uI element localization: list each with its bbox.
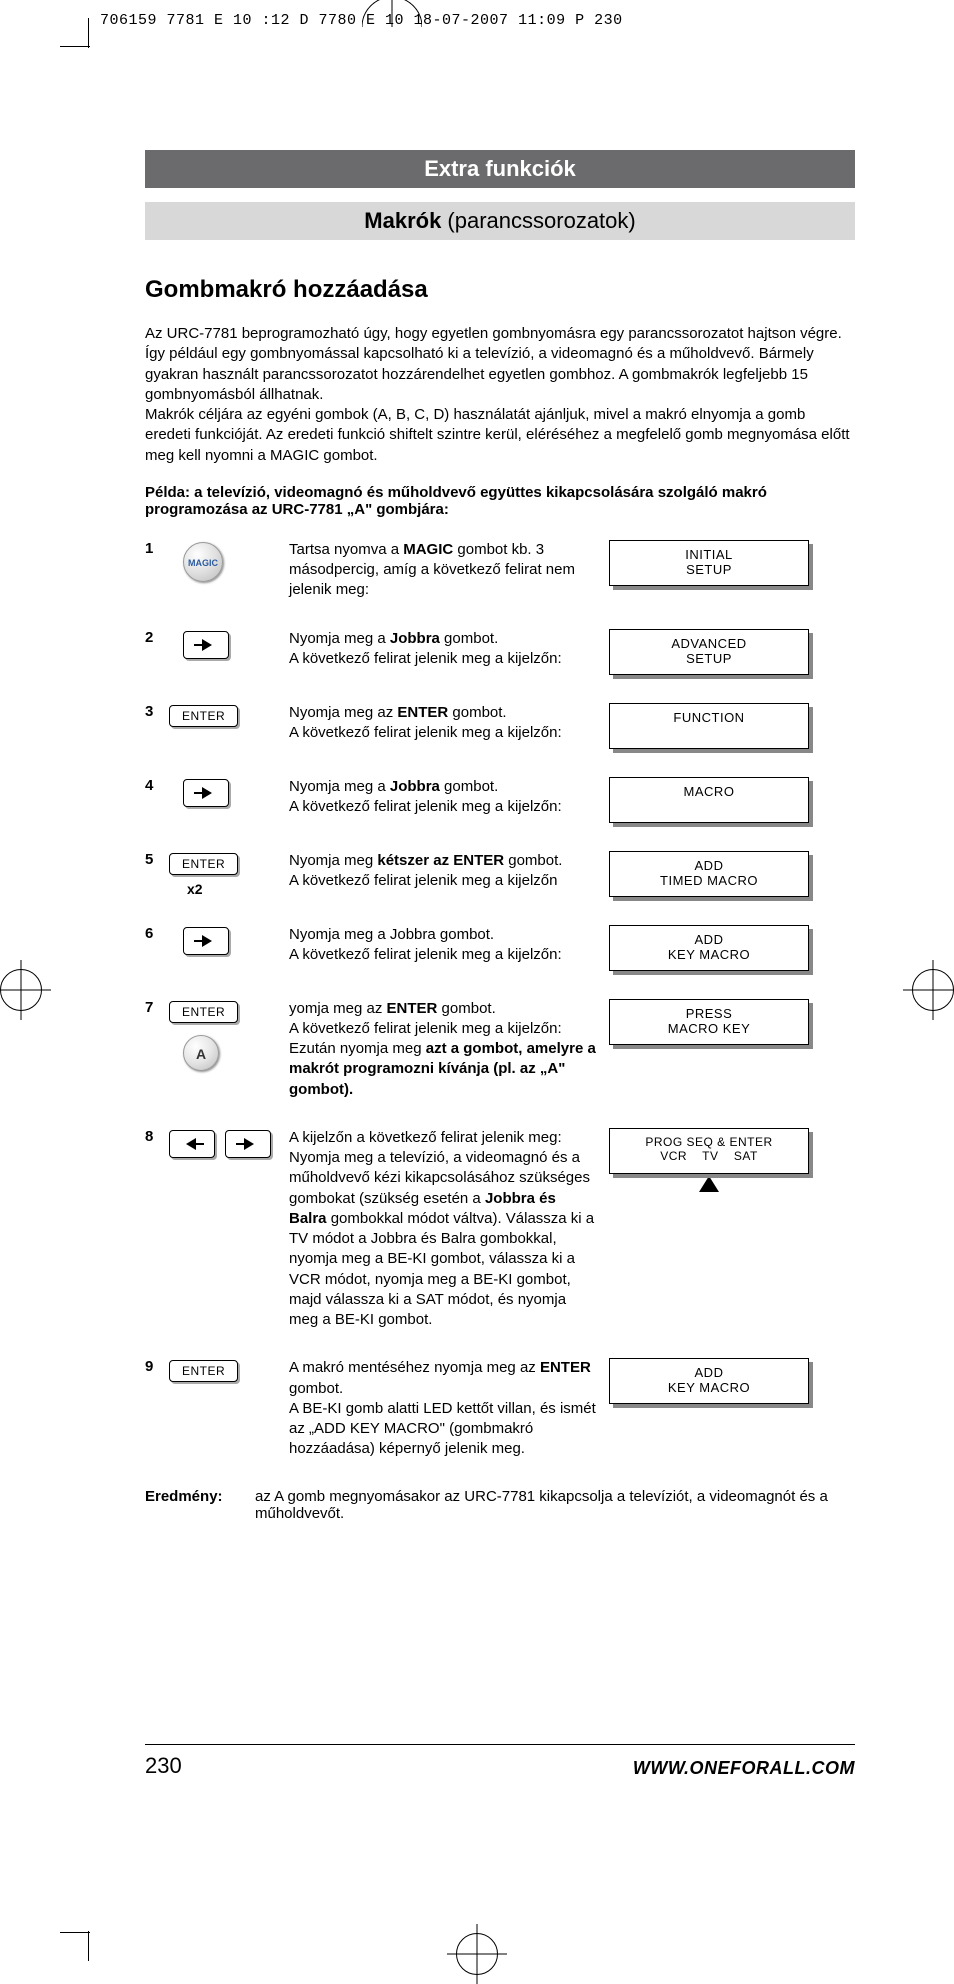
enter-button-icon: ENTER bbox=[169, 1360, 238, 1382]
step-icon bbox=[169, 629, 289, 659]
step-icon: ENTER A bbox=[169, 999, 289, 1071]
step-icon bbox=[169, 777, 289, 807]
step-text: Tartsa nyomva a MAGIC gombot kb. 3 másod… bbox=[289, 540, 609, 601]
step-number: 2 bbox=[145, 629, 169, 646]
step-text: Nyomja meg kétszer az ENTER gombot. A kö… bbox=[289, 851, 609, 892]
crop-mark bbox=[60, 46, 90, 47]
step-display: MACRO bbox=[609, 777, 809, 823]
step-row: 9 ENTER A makró mentéséhez nyomja meg az… bbox=[145, 1358, 855, 1459]
step-icon bbox=[169, 925, 289, 955]
step-row: 7 ENTER A yomja meg az ENTER gombot. A k… bbox=[145, 999, 855, 1100]
step-icon: ENTER bbox=[169, 1358, 289, 1382]
step-text: A kijelzőn a következő felirat jelenik m… bbox=[289, 1128, 609, 1331]
page-number: 230 bbox=[145, 1753, 182, 1779]
enter-button-icon: ENTER bbox=[169, 705, 238, 727]
result-text: az A gomb megnyomásakor az URC-7781 kika… bbox=[255, 1488, 855, 1522]
register-mark-bottom bbox=[456, 1933, 498, 1975]
arrow-right-icon bbox=[183, 779, 229, 807]
step-text: yomja meg az ENTER gombot. A következő f… bbox=[289, 999, 609, 1100]
step-row: 4 Nyomja meg a Jobbra gombot. A következ… bbox=[145, 777, 855, 823]
step-icon: ENTER x2 bbox=[169, 851, 289, 897]
print-header: 706159 7781 E 10 :12 D 7780 E 10 18-07-2… bbox=[0, 0, 954, 29]
step-row: 1 MAGIC Tartsa nyomva a MAGIC gombot kb.… bbox=[145, 540, 855, 601]
intro-text: Az URC-7781 beprogramozható úgy, hogy eg… bbox=[145, 324, 855, 466]
step-display: ADVANCED SETUP bbox=[609, 629, 809, 675]
section-title: Extra funkciók bbox=[145, 150, 855, 188]
step-display: ADD TIMED MACRO bbox=[609, 851, 809, 897]
step-text: A makró mentéséhez nyomja meg az ENTER g… bbox=[289, 1358, 609, 1459]
step-display: FUNCTION bbox=[609, 703, 809, 749]
step-display: ADD KEY MACRO bbox=[609, 925, 809, 971]
step-number: 3 bbox=[145, 703, 169, 720]
crop-mark bbox=[60, 1932, 90, 1933]
example-heading: Példa: a televízió, videomagnó és műhold… bbox=[145, 484, 855, 518]
step-row: 6 Nyomja meg a Jobbra gombot. A következ… bbox=[145, 925, 855, 971]
step-text: Nyomja meg az ENTER gombot. A következő … bbox=[289, 703, 609, 744]
step-number: 4 bbox=[145, 777, 169, 794]
crop-mark bbox=[88, 1931, 89, 1961]
enter-button-icon: ENTER bbox=[169, 853, 238, 875]
step-text: Nyomja meg a Jobbra gombot. A következő … bbox=[289, 925, 609, 966]
arrow-up-icon bbox=[699, 1176, 719, 1192]
arrow-right-icon bbox=[183, 631, 229, 659]
arrow-right-icon bbox=[225, 1130, 271, 1158]
step-number: 9 bbox=[145, 1358, 169, 1375]
step-icon bbox=[169, 1128, 289, 1158]
enter-button-icon: ENTER bbox=[169, 1001, 238, 1023]
step-display: INITIAL SETUP bbox=[609, 540, 809, 586]
heading: Gombmakró hozzáadása bbox=[145, 276, 855, 304]
step-number: 5 bbox=[145, 851, 169, 868]
step-number: 7 bbox=[145, 999, 169, 1016]
step-number: 1 bbox=[145, 540, 169, 557]
result-row: Eredmény: az A gomb megnyomásakor az URC… bbox=[145, 1488, 855, 1522]
step-number: 8 bbox=[145, 1128, 169, 1145]
step-number: 6 bbox=[145, 925, 169, 942]
step-row: 3 ENTER Nyomja meg az ENTER gombot. A kö… bbox=[145, 703, 855, 749]
register-mark-right bbox=[912, 969, 954, 1011]
subsection-title: Makrók (parancssorozatok) bbox=[145, 202, 855, 240]
register-mark-top bbox=[362, 0, 422, 27]
result-label: Eredmény: bbox=[145, 1488, 255, 1522]
page-content: Extra funkciók Makrók (parancssorozatok)… bbox=[145, 150, 855, 1522]
magic-button-icon: MAGIC bbox=[183, 542, 223, 582]
step-icon: ENTER bbox=[169, 703, 289, 727]
step-display: PROG SEQ & ENTER VCR TV SAT bbox=[609, 1128, 809, 1192]
step-text: Nyomja meg a Jobbra gombot. A következő … bbox=[289, 629, 609, 670]
arrow-right-icon bbox=[183, 927, 229, 955]
step-text: Nyomja meg a Jobbra gombot. A következő … bbox=[289, 777, 609, 818]
steps-list: 1 MAGIC Tartsa nyomva a MAGIC gombot kb.… bbox=[145, 540, 855, 1460]
step-icon: MAGIC bbox=[169, 540, 289, 582]
register-mark-left bbox=[0, 969, 42, 1011]
x2-label: x2 bbox=[187, 881, 289, 897]
a-button-icon: A bbox=[183, 1035, 219, 1071]
arrow-left-icon bbox=[169, 1130, 215, 1158]
step-display: ADD KEY MACRO bbox=[609, 1358, 809, 1404]
page-footer: 230 WWW.ONEFORALL.COM bbox=[145, 1744, 855, 1779]
footer-url: WWW.ONEFORALL.COM bbox=[633, 1758, 855, 1779]
step-row: 5 ENTER x2 Nyomja meg kétszer az ENTER g… bbox=[145, 851, 855, 897]
crop-mark bbox=[88, 18, 89, 48]
step-row: 8 A kijelzőn a következő felirat jelenik… bbox=[145, 1128, 855, 1331]
step-row: 2 Nyomja meg a Jobbra gombot. A következ… bbox=[145, 629, 855, 675]
step-display: PRESS MACRO KEY bbox=[609, 999, 809, 1045]
